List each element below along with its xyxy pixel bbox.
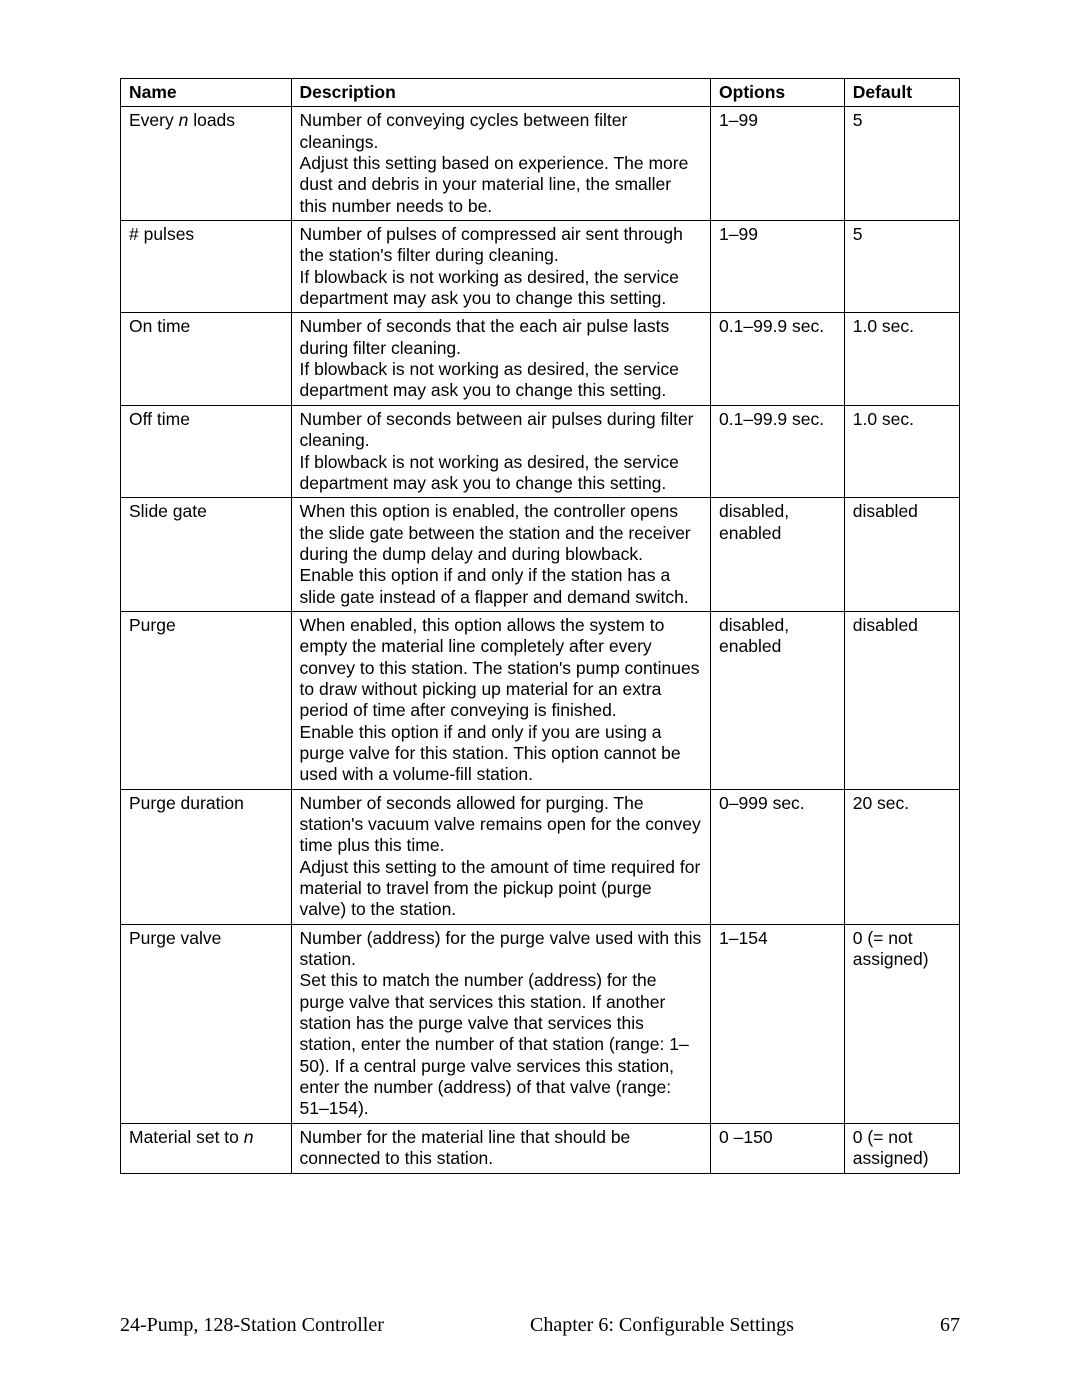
table-row: Slide gate When this option is enabled, … (121, 498, 960, 612)
cell-default: disabled (844, 498, 959, 612)
table-row: On time Number of seconds that the each … (121, 313, 960, 405)
cell-description: Number of conveying cycles between filte… (291, 107, 711, 221)
cell-default: 20 sec. (844, 789, 959, 924)
footer-center: Chapter 6: Configurable Settings (384, 1314, 940, 1337)
table-header-row: Name Description Options Default (121, 79, 960, 107)
cell-options: 0 –150 (711, 1123, 845, 1173)
cell-options: disabled, enabled (711, 611, 845, 789)
cell-name: Purge duration (121, 789, 292, 924)
cell-default: 5 (844, 221, 959, 313)
cell-options: 0.1–99.9 sec. (711, 313, 845, 405)
cell-default: 1.0 sec. (844, 313, 959, 405)
cell-name: Purge (121, 611, 292, 789)
cell-options: 0–999 sec. (711, 789, 845, 924)
cell-name: Every n loads (121, 107, 292, 221)
cell-description: When this option is enabled, the control… (291, 498, 711, 612)
cell-options: 1–99 (711, 107, 845, 221)
cell-options: disabled, enabled (711, 498, 845, 612)
cell-default: 0 (= not assigned) (844, 1123, 959, 1173)
table-row: Purge When enabled, this option allows t… (121, 611, 960, 789)
page: Name Description Options Default Every n… (0, 0, 1080, 1397)
cell-options: 1–99 (711, 221, 845, 313)
cell-name: Slide gate (121, 498, 292, 612)
cell-options: 1–154 (711, 924, 845, 1123)
cell-name: On time (121, 313, 292, 405)
page-footer: 24-Pump, 128-Station Controller Chapter … (120, 1314, 960, 1337)
table-row: Material set to n Number for the materia… (121, 1123, 960, 1173)
cell-description: Number of pulses of compressed air sent … (291, 221, 711, 313)
table-row: Off time Number of seconds between air p… (121, 405, 960, 497)
cell-default: 0 (= not assigned) (844, 924, 959, 1123)
settings-table: Name Description Options Default Every n… (120, 78, 960, 1174)
cell-description: Number (address) for the purge valve use… (291, 924, 711, 1123)
footer-left: 24-Pump, 128-Station Controller (120, 1314, 384, 1337)
footer-right: 67 (940, 1314, 960, 1337)
col-header-name: Name (121, 79, 292, 107)
table-row: Purge valve Number (address) for the pur… (121, 924, 960, 1123)
table-row: Every n loads Number of conveying cycles… (121, 107, 960, 221)
cell-description: When enabled, this option allows the sys… (291, 611, 711, 789)
cell-default: 1.0 sec. (844, 405, 959, 497)
cell-default: disabled (844, 611, 959, 789)
cell-name: Off time (121, 405, 292, 497)
cell-default: 5 (844, 107, 959, 221)
table-row: # pulses Number of pulses of compressed … (121, 221, 960, 313)
cell-name: # pulses (121, 221, 292, 313)
cell-description: Number for the material line that should… (291, 1123, 711, 1173)
col-header-options: Options (711, 79, 845, 107)
cell-description: Number of seconds allowed for purging. T… (291, 789, 711, 924)
col-header-description: Description (291, 79, 711, 107)
cell-options: 0.1–99.9 sec. (711, 405, 845, 497)
cell-description: Number of seconds between air pulses dur… (291, 405, 711, 497)
cell-name: Purge valve (121, 924, 292, 1123)
table-row: Purge duration Number of seconds allowed… (121, 789, 960, 924)
col-header-default: Default (844, 79, 959, 107)
cell-name: Material set to n (121, 1123, 292, 1173)
cell-description: Number of seconds that the each air puls… (291, 313, 711, 405)
